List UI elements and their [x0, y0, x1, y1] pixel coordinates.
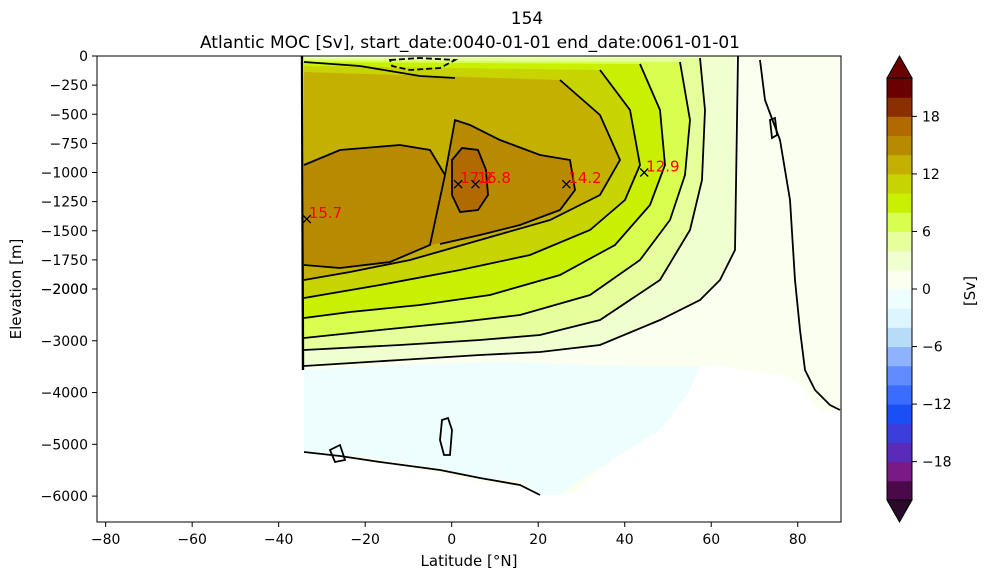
x-tick-label: −20: [350, 532, 380, 548]
colorbar-segment: [887, 269, 912, 290]
colorbar-segment: [887, 384, 912, 405]
contour-line: [769, 116, 778, 140]
contour-line: [328, 443, 347, 464]
colorbar-tick-label: −6: [922, 340, 943, 356]
colorbar-tick-label: 12: [922, 167, 940, 183]
colorbar-segment: [887, 480, 912, 501]
colorbar-segment: [887, 193, 912, 213]
annotation-marker: [302, 214, 312, 224]
contour-line: [303, 118, 576, 269]
colorbar-segment: [887, 346, 912, 367]
contour-line: [303, 451, 541, 496]
colorbar-tick-label: 6: [922, 224, 931, 240]
annotation-label: 17.2: [460, 169, 493, 187]
colorbar-segment: [887, 78, 912, 98]
y-tick-label: −1000: [41, 166, 88, 182]
x-tick-label: 0: [447, 532, 456, 548]
colorbar-tick-label: −12: [922, 397, 952, 413]
y-tick-label: −6000: [41, 489, 88, 505]
plot-area: 15.7 17.216.8 14.2 12.9: [96, 55, 842, 523]
x-axis: −80 −60 −40 −20 0 20 40 60 80: [91, 522, 807, 548]
y-tick-label: −2000: [41, 282, 88, 298]
contour-line: [388, 57, 459, 71]
colorbar-segment: [887, 461, 912, 482]
colorbar-segment: [887, 404, 912, 424]
colorbar-segment: [887, 231, 912, 252]
y-tick-label: −500: [50, 107, 88, 123]
contour-line: [303, 61, 691, 339]
y-tick-label: −250: [50, 78, 88, 94]
annotation-label: 14.2: [568, 169, 601, 187]
colorbar-extend-min: [886, 499, 913, 524]
annotation-label: 16.8: [477, 169, 510, 187]
annotation-marker: [453, 179, 463, 189]
colorbar-segment: [887, 97, 912, 117]
nadw-level-14: [304, 120, 575, 268]
colorbar-segment: [887, 116, 912, 137]
colorbar-segment: [887, 154, 912, 175]
contour-line: [303, 69, 641, 299]
contour-line: [300, 56, 305, 371]
colorbar-tick-label: −18: [922, 455, 952, 471]
colorbar-segment: [887, 289, 912, 309]
colorbar: 18 12 6 0 −6 −12 −18: [886, 54, 952, 524]
colorbar-segment: [887, 250, 912, 271]
contour-line: [303, 144, 446, 176]
y-axis-label: Elevation [m]: [7, 239, 25, 340]
contour-line: [303, 57, 706, 351]
y-tick-label: −1750: [41, 253, 88, 269]
contour-line: [759, 59, 841, 411]
x-tick-label: 60: [702, 532, 720, 548]
y-tick-label: −750: [50, 136, 88, 152]
colorbar-segment: [887, 442, 912, 463]
y-tick-label: 0: [79, 49, 88, 65]
y-axis: 0−250−500−750−1000−1250−1500−1750−2000−2…: [41, 49, 97, 505]
y-tick-label: −1500: [41, 224, 88, 240]
y-tick-label: −2000: [41, 282, 88, 298]
contour-line: [303, 63, 666, 319]
colorbar-segment: [887, 212, 912, 232]
y-tick-label: −1250: [41, 195, 88, 211]
nadw-core-16: [452, 148, 488, 212]
colorbar-segment: [887, 423, 912, 443]
annotation-label: 15.7: [309, 204, 342, 222]
annotation-label: 12.9: [646, 158, 679, 176]
annotation-marker: [639, 168, 649, 177]
x-tick-label: 80: [789, 532, 807, 548]
colorbar-segment: [887, 173, 912, 194]
annotation-marker: [561, 179, 571, 189]
chart-title: Atlantic MOC [Sv], start_date:0040-01-01…: [200, 33, 740, 53]
contour-line: [439, 416, 453, 456]
contour-lines: [300, 56, 841, 496]
x-tick-label: 40: [616, 532, 634, 548]
x-tick-label: −80: [91, 532, 121, 548]
annotation-marker: [471, 179, 480, 189]
x-axis-label: Latitude [°N]: [421, 552, 518, 570]
contour-line: [303, 79, 622, 281]
contour-fill-layer: [304, 56, 841, 495]
y-tick-label: −4000: [41, 386, 88, 402]
colorbar-segment: [887, 327, 912, 348]
colorbar-tick-label: 18: [922, 109, 940, 125]
x-tick-label: −40: [264, 532, 294, 548]
annotations: 15.7 17.216.8 14.2 12.9: [302, 158, 680, 224]
colorbar-label: [Sv]: [961, 276, 979, 306]
contour-line: [303, 56, 739, 367]
contour-line: [303, 61, 456, 79]
colorbar-tick-label: 0: [922, 282, 931, 298]
y-tick-label: −3000: [41, 334, 88, 350]
y-tick-label: −5000: [41, 437, 88, 453]
chart-title-number: 154: [511, 9, 543, 29]
colorbar-segment: [887, 308, 912, 328]
colorbar-segment: [887, 365, 912, 386]
x-tick-label: −60: [177, 532, 207, 548]
colorbar-segment: [887, 135, 912, 156]
x-tick-label: 20: [529, 532, 547, 548]
deep-negative-cell: [304, 362, 700, 495]
contour-line: [451, 147, 489, 213]
colorbar-extend-max: [886, 54, 913, 79]
